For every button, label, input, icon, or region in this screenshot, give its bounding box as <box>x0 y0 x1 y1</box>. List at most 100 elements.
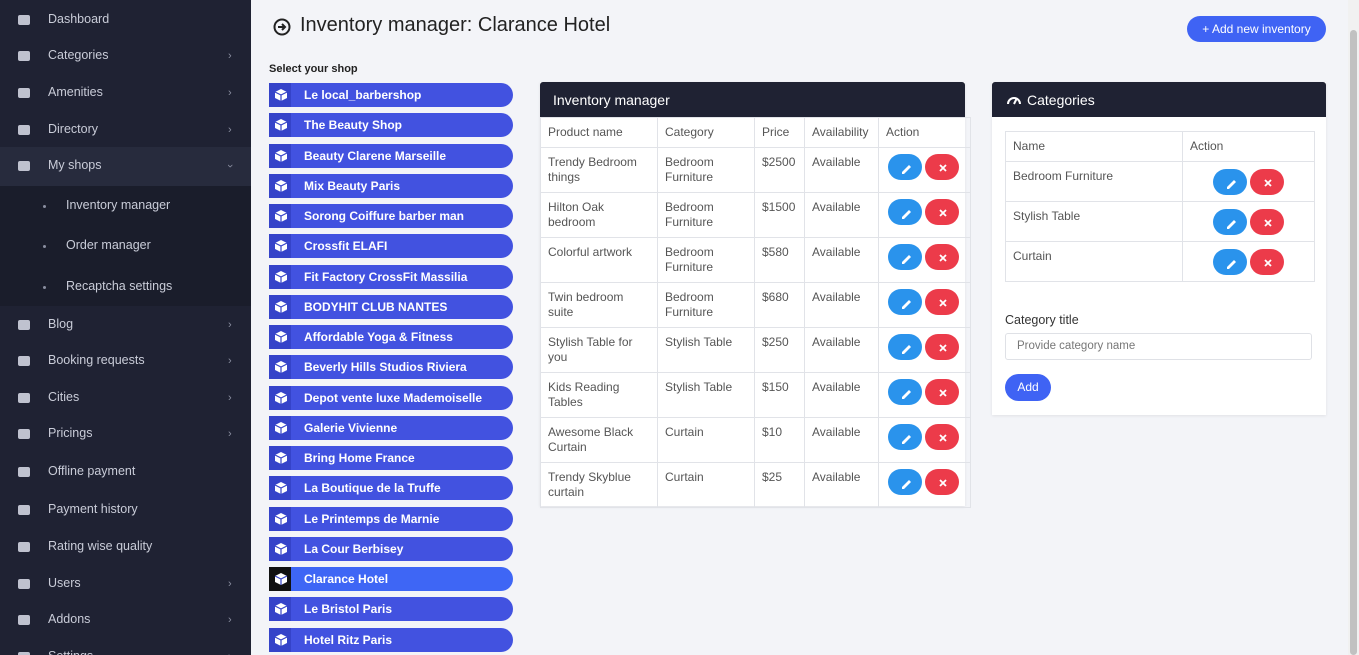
table-cell: Trendy Skyblue curtain <box>540 462 658 508</box>
table-cell: Kids Reading Tables <box>540 372 658 418</box>
menu-icon <box>18 356 30 366</box>
delete-button[interactable] <box>1250 249 1284 275</box>
delete-button[interactable] <box>1250 209 1284 235</box>
delete-button[interactable] <box>1250 169 1284 195</box>
menu-chevron: › <box>228 428 232 440</box>
menu-icon <box>18 467 30 477</box>
submenu-item[interactable]: Order manager <box>66 238 151 252</box>
edit-button[interactable] <box>888 199 922 225</box>
edit-button[interactable] <box>888 154 922 180</box>
menu-item[interactable]: Settings <box>48 649 93 655</box>
gauge-icon <box>1007 97 1021 105</box>
table-row: Stylish Table for you Stylish Table $250 Av… <box>540 327 971 373</box>
shop-item[interactable]: Le Bristol Paris <box>269 597 513 622</box>
cube-icon <box>274 240 288 253</box>
edit-button[interactable] <box>888 334 922 360</box>
table-header-row: Name Action <box>1005 131 1315 162</box>
menu-item[interactable]: Users <box>48 576 81 590</box>
action-cell <box>878 147 971 193</box>
menu-item[interactable]: Payment history <box>48 502 138 516</box>
shop-item[interactable]: Fit Factory CrossFit Massilia <box>269 264 513 289</box>
shop-name: Hotel Ritz Paris <box>304 632 393 647</box>
delete-button[interactable] <box>925 334 959 360</box>
menu-icon <box>18 51 30 61</box>
shop-item[interactable]: Hotel Ritz Paris <box>269 627 513 652</box>
shop-icon <box>269 173 291 198</box>
menu-item[interactable]: Addons <box>48 612 91 626</box>
table-cell: $680 <box>754 282 805 328</box>
edit-icon <box>1227 180 1236 189</box>
shop-item[interactable]: Galerie Vivienne <box>269 415 513 440</box>
shop-name: Beauty Clarene Marseille <box>304 148 447 163</box>
shop-item[interactable]: Mix Beauty Paris <box>269 173 513 198</box>
shop-item[interactable]: Le Printemps de Marnie <box>269 506 513 531</box>
shop-item[interactable]: Le local_barbershop <box>269 83 513 107</box>
action-cell <box>878 327 971 373</box>
shop-item[interactable]: Sorong Coiffure barber man <box>269 204 513 228</box>
menu-item[interactable]: Amenities <box>48 85 103 99</box>
edit-button[interactable] <box>888 244 922 270</box>
shop-item[interactable]: Beauty Clarene Marseille <box>269 143 513 168</box>
menu-item[interactable]: Cities <box>48 390 80 404</box>
edit-icon <box>902 390 911 399</box>
menu-item[interactable]: Offline payment <box>48 464 136 478</box>
shop-icon <box>269 446 291 470</box>
shop-item[interactable]: Beverly Hills Studios Riviera <box>269 355 513 380</box>
table-row: Trendy Bedroom things Bedroom Furniture $2… <box>540 147 971 193</box>
edit-button[interactable] <box>1213 169 1247 195</box>
shop-item[interactable]: BODYHIT CLUB NANTES <box>269 294 513 319</box>
cube-icon <box>274 421 288 434</box>
delete-button[interactable] <box>925 469 959 495</box>
add-inventory-button[interactable]: + Add new inventory <box>1187 16 1326 42</box>
edit-button[interactable] <box>1213 249 1247 275</box>
table-cell: Trendy Bedroom things <box>540 147 658 193</box>
menu-chevron: › <box>228 614 232 626</box>
shop-item[interactable]: La Boutique de la Truffe <box>269 476 513 501</box>
menu-item[interactable]: Dashboard <box>48 12 110 26</box>
shop-item[interactable]: Depot vente luxe Mademoiselle <box>269 385 513 410</box>
shop-item[interactable]: Affordable Yoga & Fitness <box>269 325 513 349</box>
action-cell <box>878 192 971 238</box>
delete-button[interactable] <box>925 154 959 180</box>
shop-item[interactable]: Clarance Hotel <box>269 567 513 591</box>
edit-button[interactable] <box>888 379 922 405</box>
menu-item[interactable]: My shops <box>48 158 102 172</box>
table-header-row: Product name Category Price Availability Act… <box>540 117 971 148</box>
edit-icon <box>902 210 911 219</box>
shop-item[interactable]: Crossfit ELAFI <box>269 234 513 259</box>
action-cell <box>878 372 971 418</box>
menu-item[interactable]: Rating wise quality <box>48 539 153 553</box>
inventory-card: Inventory manager Product name Category Pr… <box>540 82 971 508</box>
edit-icon <box>902 165 911 174</box>
delete-button[interactable] <box>925 199 959 225</box>
menu-item[interactable]: Directory <box>48 122 99 136</box>
delete-button[interactable] <box>925 289 959 315</box>
delete-button[interactable] <box>925 379 959 405</box>
delete-button[interactable] <box>925 424 959 450</box>
shop-item[interactable]: La Cour Berbisey <box>269 536 513 561</box>
edit-button[interactable] <box>888 289 922 315</box>
shop-item[interactable]: Bring Home France <box>269 446 513 470</box>
delete-button[interactable] <box>925 244 959 270</box>
edit-button[interactable] <box>888 469 922 495</box>
category-input[interactable]: Provide category name <box>1005 333 1312 360</box>
shop-icon <box>269 506 291 531</box>
action-cell <box>1182 161 1315 202</box>
menu-icon <box>18 393 30 403</box>
cube-icon <box>274 452 288 464</box>
edit-button[interactable] <box>888 424 922 450</box>
menu-item[interactable]: Pricings <box>48 426 93 440</box>
menu-chevron: › <box>228 392 232 404</box>
shop-item[interactable]: The Beauty Shop <box>269 113 513 138</box>
delete-icon <box>1264 219 1272 227</box>
submenu-item[interactable]: Recaptcha settings <box>66 279 173 293</box>
edit-button[interactable] <box>1213 209 1247 235</box>
action-cell <box>878 417 971 463</box>
menu-chevron: › <box>228 651 232 655</box>
submenu-item[interactable]: Inventory manager <box>66 198 171 212</box>
menu-item[interactable]: Booking requests <box>48 353 145 367</box>
menu-item[interactable]: Blog <box>48 317 74 331</box>
shop-icon <box>269 204 291 228</box>
menu-item[interactable]: Categories <box>48 48 109 62</box>
add-category-button[interactable]: Add <box>1005 374 1051 401</box>
